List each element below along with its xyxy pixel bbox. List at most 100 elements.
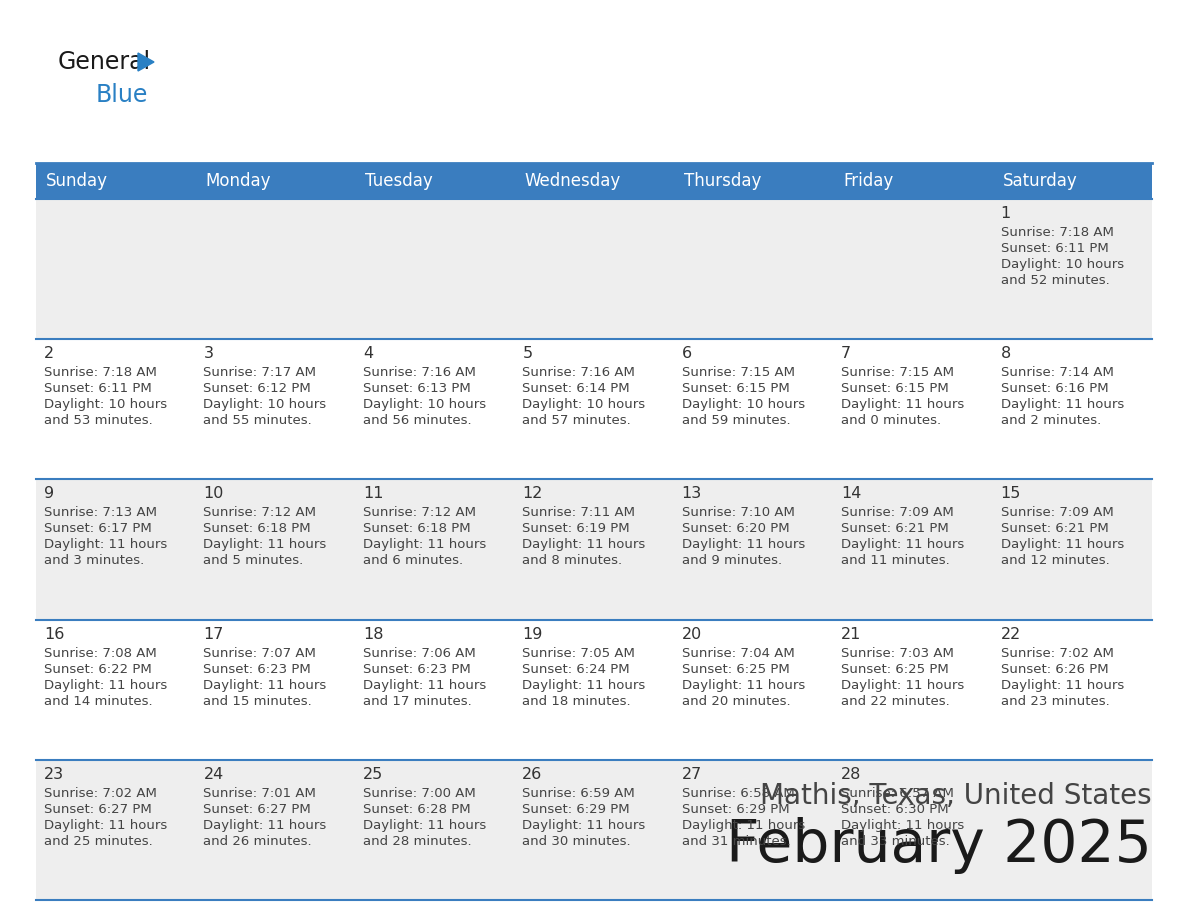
- Text: Sunset: 6:29 PM: Sunset: 6:29 PM: [523, 803, 630, 816]
- Text: Sunrise: 7:05 AM: Sunrise: 7:05 AM: [523, 646, 636, 660]
- Text: 10: 10: [203, 487, 223, 501]
- Text: Sunrise: 7:17 AM: Sunrise: 7:17 AM: [203, 366, 316, 379]
- Text: 4: 4: [362, 346, 373, 361]
- Text: Sunrise: 7:13 AM: Sunrise: 7:13 AM: [44, 507, 157, 520]
- Text: Sunrise: 7:18 AM: Sunrise: 7:18 AM: [1000, 226, 1113, 239]
- Text: 21: 21: [841, 627, 861, 642]
- Text: Sunset: 6:14 PM: Sunset: 6:14 PM: [523, 382, 630, 396]
- Text: 11: 11: [362, 487, 384, 501]
- Text: 27: 27: [682, 767, 702, 782]
- Text: Sunset: 6:27 PM: Sunset: 6:27 PM: [203, 803, 311, 816]
- Bar: [36, 760, 1152, 900]
- Text: Sunrise: 7:08 AM: Sunrise: 7:08 AM: [44, 646, 157, 660]
- Text: Sunset: 6:11 PM: Sunset: 6:11 PM: [44, 382, 152, 396]
- Text: Daylight: 10 hours: Daylight: 10 hours: [1000, 258, 1124, 271]
- Text: and 8 minutes.: and 8 minutes.: [523, 554, 623, 567]
- Text: 26: 26: [523, 767, 543, 782]
- Text: Sunset: 6:11 PM: Sunset: 6:11 PM: [1000, 242, 1108, 255]
- Text: Blue: Blue: [96, 83, 148, 107]
- Text: Monday: Monday: [206, 172, 271, 190]
- Text: Sunset: 6:24 PM: Sunset: 6:24 PM: [523, 663, 630, 676]
- Text: and 22 minutes.: and 22 minutes.: [841, 695, 950, 708]
- Text: Daylight: 10 hours: Daylight: 10 hours: [44, 398, 168, 411]
- Text: Sunrise: 7:04 AM: Sunrise: 7:04 AM: [682, 646, 795, 660]
- Text: Sunrise: 6:59 AM: Sunrise: 6:59 AM: [523, 787, 636, 800]
- Text: Daylight: 11 hours: Daylight: 11 hours: [682, 819, 805, 832]
- Text: Thursday: Thursday: [684, 172, 762, 190]
- Text: Daylight: 11 hours: Daylight: 11 hours: [682, 538, 805, 552]
- Text: Sunset: 6:15 PM: Sunset: 6:15 PM: [682, 382, 790, 396]
- Text: Sunrise: 7:09 AM: Sunrise: 7:09 AM: [841, 507, 954, 520]
- Text: Daylight: 11 hours: Daylight: 11 hours: [362, 819, 486, 832]
- Text: 3: 3: [203, 346, 214, 361]
- Text: Sunset: 6:21 PM: Sunset: 6:21 PM: [1000, 522, 1108, 535]
- Bar: [36, 163, 1152, 199]
- Text: Sunday: Sunday: [46, 172, 108, 190]
- Text: and 20 minutes.: and 20 minutes.: [682, 695, 790, 708]
- Text: and 12 minutes.: and 12 minutes.: [1000, 554, 1110, 567]
- Text: and 14 minutes.: and 14 minutes.: [44, 695, 152, 708]
- Text: Mathis, Texas, United States: Mathis, Texas, United States: [760, 782, 1152, 810]
- Text: Daylight: 11 hours: Daylight: 11 hours: [682, 678, 805, 691]
- Text: and 31 minutes.: and 31 minutes.: [682, 834, 790, 848]
- Text: and 30 minutes.: and 30 minutes.: [523, 834, 631, 848]
- Text: Wednesday: Wednesday: [524, 172, 620, 190]
- Text: Daylight: 11 hours: Daylight: 11 hours: [841, 678, 965, 691]
- Text: Daylight: 10 hours: Daylight: 10 hours: [362, 398, 486, 411]
- Text: Daylight: 11 hours: Daylight: 11 hours: [203, 538, 327, 552]
- Text: and 3 minutes.: and 3 minutes.: [44, 554, 144, 567]
- Text: Sunset: 6:19 PM: Sunset: 6:19 PM: [523, 522, 630, 535]
- Text: Sunset: 6:18 PM: Sunset: 6:18 PM: [203, 522, 311, 535]
- Text: Daylight: 10 hours: Daylight: 10 hours: [523, 398, 645, 411]
- Text: Sunrise: 7:01 AM: Sunrise: 7:01 AM: [203, 787, 316, 800]
- Text: 13: 13: [682, 487, 702, 501]
- Text: 17: 17: [203, 627, 223, 642]
- Text: and 9 minutes.: and 9 minutes.: [682, 554, 782, 567]
- Text: Daylight: 11 hours: Daylight: 11 hours: [841, 538, 965, 552]
- Text: 14: 14: [841, 487, 861, 501]
- Text: Sunset: 6:26 PM: Sunset: 6:26 PM: [1000, 663, 1108, 676]
- Text: Daylight: 11 hours: Daylight: 11 hours: [523, 678, 645, 691]
- Text: and 56 minutes.: and 56 minutes.: [362, 414, 472, 427]
- Text: Sunrise: 7:16 AM: Sunrise: 7:16 AM: [523, 366, 636, 379]
- Text: and 26 minutes.: and 26 minutes.: [203, 834, 312, 848]
- Text: Sunrise: 7:00 AM: Sunrise: 7:00 AM: [362, 787, 475, 800]
- Text: Sunset: 6:30 PM: Sunset: 6:30 PM: [841, 803, 949, 816]
- Text: February 2025: February 2025: [726, 818, 1152, 875]
- Text: Daylight: 11 hours: Daylight: 11 hours: [1000, 538, 1124, 552]
- Text: 9: 9: [44, 487, 55, 501]
- Text: 19: 19: [523, 627, 543, 642]
- Text: Daylight: 11 hours: Daylight: 11 hours: [1000, 398, 1124, 411]
- Text: and 55 minutes.: and 55 minutes.: [203, 414, 312, 427]
- Text: 2: 2: [44, 346, 55, 361]
- Text: Daylight: 11 hours: Daylight: 11 hours: [362, 538, 486, 552]
- Text: Sunrise: 7:07 AM: Sunrise: 7:07 AM: [203, 646, 316, 660]
- Text: 22: 22: [1000, 627, 1020, 642]
- Text: Sunset: 6:18 PM: Sunset: 6:18 PM: [362, 522, 470, 535]
- Text: Daylight: 11 hours: Daylight: 11 hours: [523, 819, 645, 832]
- Text: 23: 23: [44, 767, 64, 782]
- Text: Sunrise: 7:11 AM: Sunrise: 7:11 AM: [523, 507, 636, 520]
- Text: Sunrise: 7:02 AM: Sunrise: 7:02 AM: [44, 787, 157, 800]
- Text: Sunrise: 7:15 AM: Sunrise: 7:15 AM: [841, 366, 954, 379]
- Text: and 23 minutes.: and 23 minutes.: [1000, 695, 1110, 708]
- Text: Daylight: 11 hours: Daylight: 11 hours: [203, 678, 327, 691]
- Bar: [36, 339, 1152, 479]
- Polygon shape: [138, 53, 154, 71]
- Text: and 6 minutes.: and 6 minutes.: [362, 554, 463, 567]
- Text: and 25 minutes.: and 25 minutes.: [44, 834, 153, 848]
- Text: Sunset: 6:21 PM: Sunset: 6:21 PM: [841, 522, 949, 535]
- Text: 24: 24: [203, 767, 223, 782]
- Text: Daylight: 11 hours: Daylight: 11 hours: [362, 678, 486, 691]
- Text: and 53 minutes.: and 53 minutes.: [44, 414, 153, 427]
- Text: Sunset: 6:20 PM: Sunset: 6:20 PM: [682, 522, 789, 535]
- Text: Sunrise: 7:06 AM: Sunrise: 7:06 AM: [362, 646, 475, 660]
- Text: and 17 minutes.: and 17 minutes.: [362, 695, 472, 708]
- Text: Sunrise: 7:02 AM: Sunrise: 7:02 AM: [1000, 646, 1113, 660]
- Text: 20: 20: [682, 627, 702, 642]
- Text: Daylight: 11 hours: Daylight: 11 hours: [44, 819, 168, 832]
- Text: and 15 minutes.: and 15 minutes.: [203, 695, 312, 708]
- Text: Sunset: 6:23 PM: Sunset: 6:23 PM: [362, 663, 470, 676]
- Text: 25: 25: [362, 767, 383, 782]
- Bar: [36, 199, 1152, 339]
